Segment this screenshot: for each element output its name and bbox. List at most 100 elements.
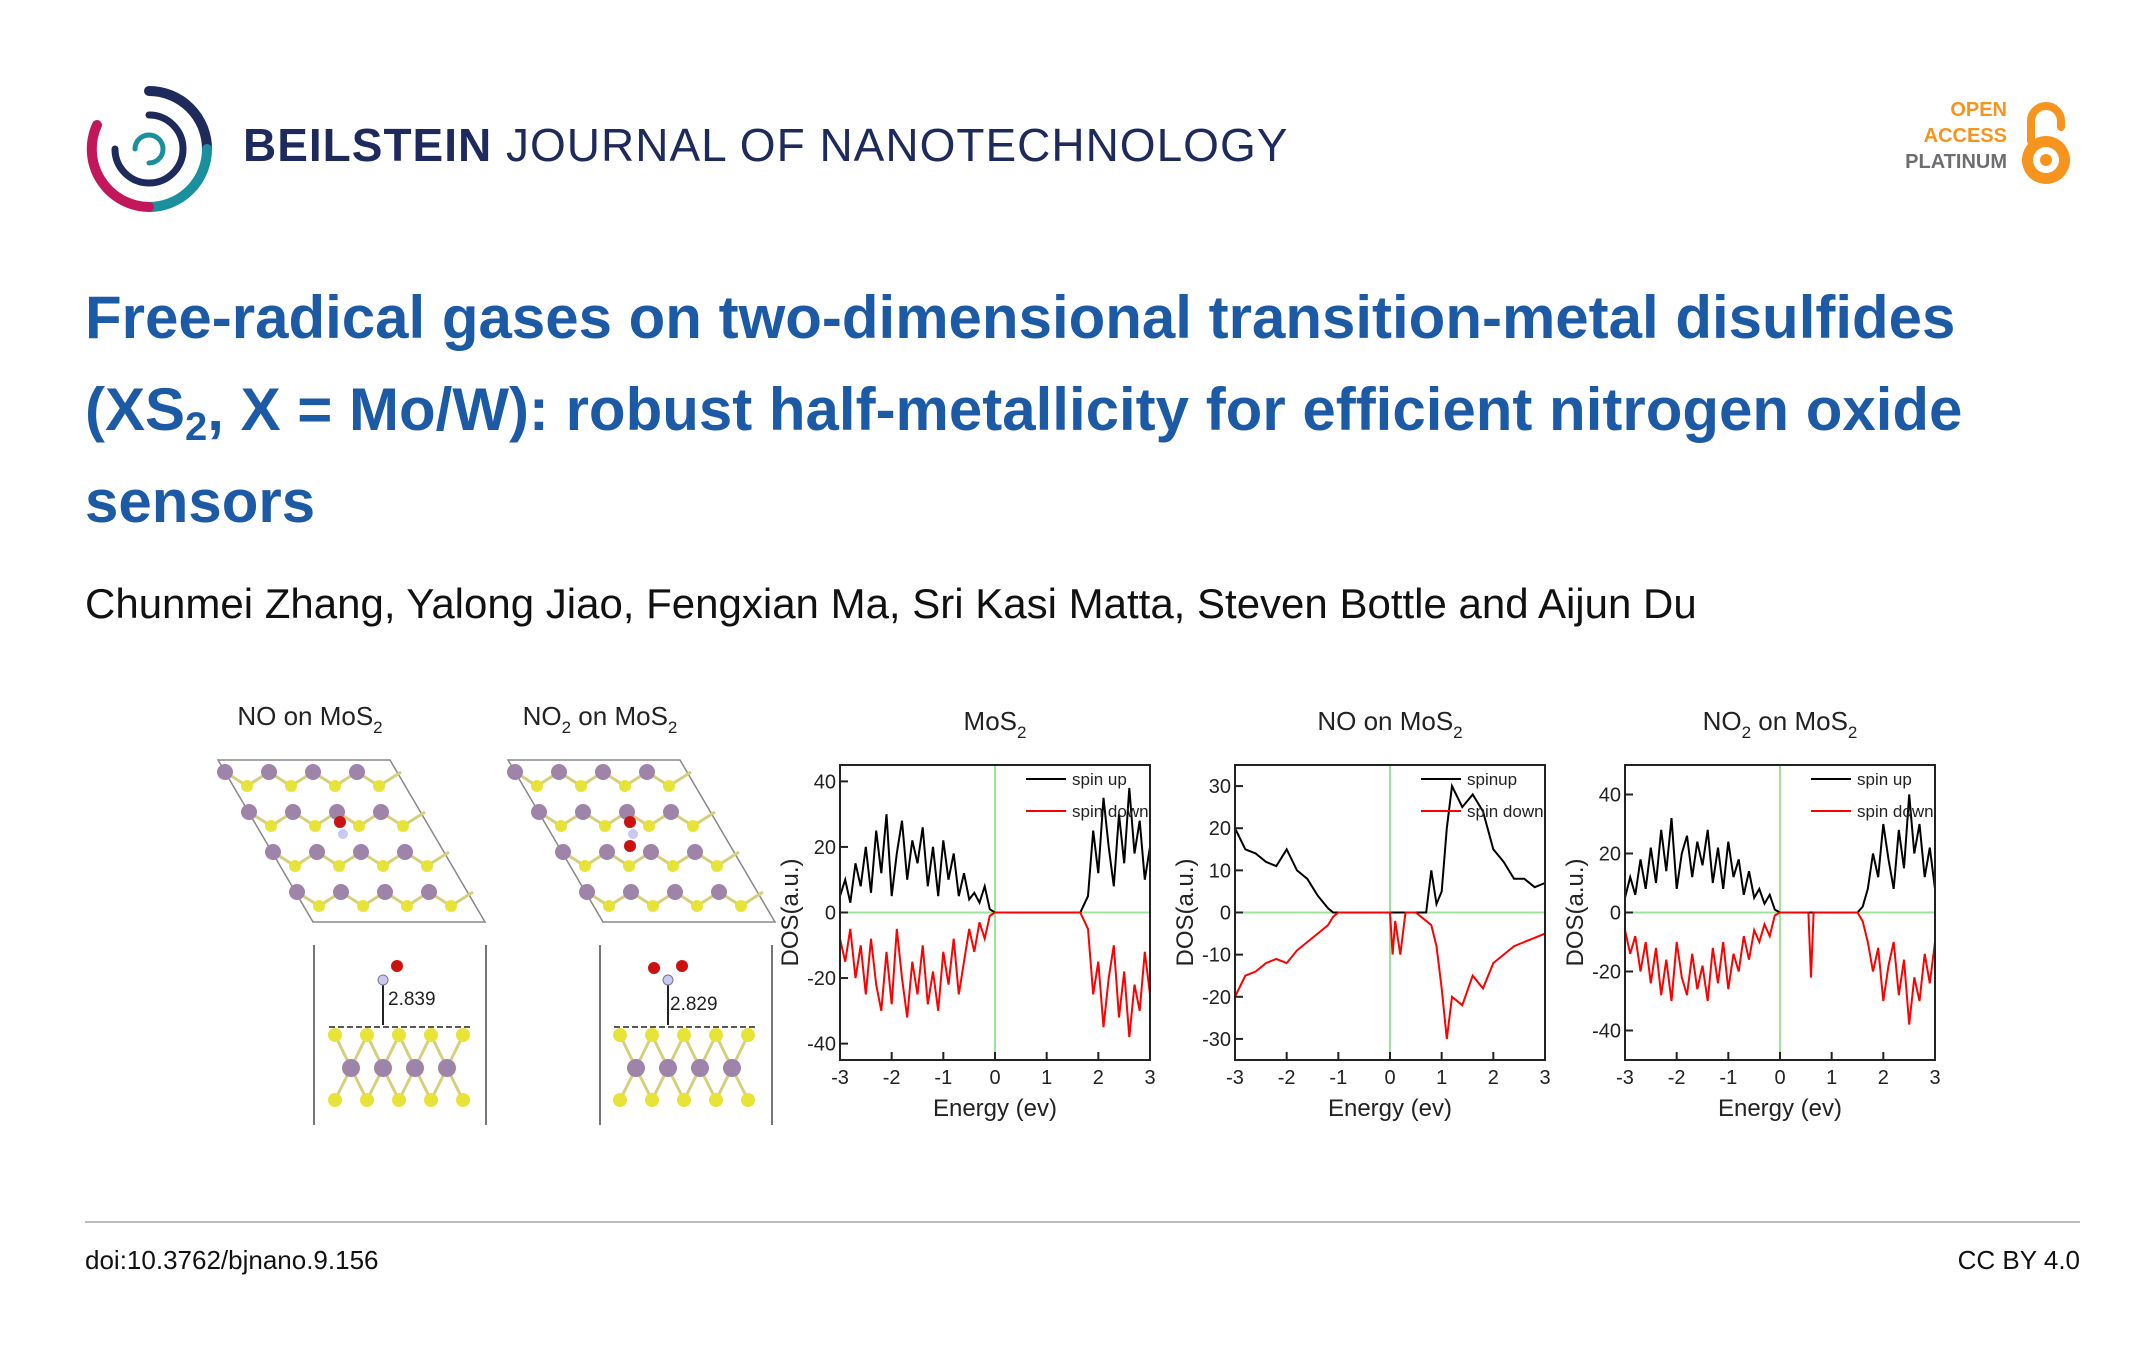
s-atom	[663, 780, 675, 792]
o-atom	[648, 962, 660, 974]
s-atom	[309, 820, 321, 832]
s-atom	[424, 1093, 438, 1107]
y-tick-label: -40	[807, 1034, 836, 1056]
lattice-top-view	[217, 764, 474, 912]
y-tick-label: -10	[1202, 945, 1231, 967]
mo-atom	[217, 764, 233, 780]
journal-name: BEILSTEIN JOURNAL OF NANOTECHNOLOGY	[243, 118, 1288, 172]
s-atom	[687, 820, 699, 832]
x-axis-label: Energy (ev)	[933, 1095, 1057, 1122]
mo-atom	[438, 1059, 456, 1077]
adsorption-distance-no2: 2.829	[670, 994, 718, 1015]
mo-atom	[333, 884, 349, 900]
n-atom	[338, 829, 348, 839]
spin-down-line	[839, 911, 1151, 1038]
o-atom	[624, 816, 636, 828]
mo-atom	[342, 1059, 360, 1077]
s-atom	[328, 1093, 342, 1107]
structure-panel-no2: NO2 on MoS2 2.829	[506, 701, 777, 1125]
s-atom	[575, 780, 587, 792]
s-atom	[313, 900, 325, 912]
s-atom	[401, 900, 413, 912]
s-atom	[285, 780, 297, 792]
x-tick-label: -2	[1668, 1067, 1686, 1089]
o-atom	[334, 816, 346, 828]
y-tick-label: 0	[1220, 903, 1231, 925]
mo-atom	[305, 764, 321, 780]
x-tick-label: 2	[1093, 1067, 1104, 1089]
s-atom	[677, 1028, 691, 1042]
y-tick-label: 20	[814, 837, 836, 859]
s-atom	[603, 900, 615, 912]
o-atom	[676, 960, 688, 972]
mo-atom	[555, 844, 571, 860]
s-atom	[741, 1028, 755, 1042]
spin-up-line	[1624, 794, 1936, 914]
y-tick-label: -40	[1592, 1021, 1621, 1043]
s-atom	[613, 1028, 627, 1042]
y-tick-label: 20	[1599, 844, 1621, 866]
chart-title: MoS2	[964, 706, 1027, 742]
s-atom	[579, 860, 591, 872]
y-axis-label: DOS(a.u.)	[777, 858, 804, 966]
s-atom	[265, 820, 277, 832]
x-tick-label: -1	[934, 1067, 952, 1089]
mo-atom	[377, 884, 393, 900]
title-part1: Free-radical gases on two-dimensional tr…	[85, 284, 1956, 443]
s-atom	[555, 820, 567, 832]
spin-down-line	[1624, 911, 1936, 1025]
x-tick-label: 3	[1539, 1067, 1550, 1089]
dos-chart-no2-on-mos2: NO2 on MoS2 -3 -2 -1 0 1 2 3 40 20 0 -20 -40 Energy (…	[1562, 706, 1941, 1122]
y-tick-label: -20	[1202, 987, 1231, 1009]
s-atom	[741, 1093, 755, 1107]
y-tick-label: -20	[807, 968, 836, 990]
x-tick-label: -1	[1329, 1067, 1347, 1089]
x-tick-label: -2	[883, 1067, 901, 1089]
unit-cell-outline	[216, 759, 487, 923]
x-tick-label: 2	[1878, 1067, 1889, 1089]
s-atom	[456, 1028, 470, 1042]
mo-atom	[579, 884, 595, 900]
s-atom	[645, 1028, 659, 1042]
legend-label-down: spin down	[1467, 802, 1544, 821]
s-atom	[619, 780, 631, 792]
legend-label-up: spinup	[1467, 770, 1517, 789]
dos-chart-mos2: MoS2 -3 -2 -1 0 1 2 3 40 20 0 -20 -40 Energy (ev) DOS(…	[777, 706, 1156, 1122]
s-atom	[333, 860, 345, 872]
x-tick-label: 1	[1826, 1067, 1837, 1089]
o-atom	[391, 960, 403, 972]
license-text: CC BY 4.0	[1957, 1245, 2080, 1275]
mo-atom	[349, 764, 365, 780]
s-atom	[709, 1028, 723, 1042]
s-atom	[691, 900, 703, 912]
mo-atom	[691, 1059, 709, 1077]
s-atom	[329, 780, 341, 792]
x-tick-label: -3	[1616, 1067, 1634, 1089]
s-atom	[421, 860, 433, 872]
y-tick-label: -30	[1202, 1029, 1231, 1051]
y-tick-label: -20	[1592, 962, 1621, 984]
s-atom	[643, 820, 655, 832]
chart-title: NO2 on MoS2	[1703, 706, 1858, 742]
s-atom	[289, 860, 301, 872]
s-atom	[623, 860, 635, 872]
structure-label-no2: NO2 on MoS2	[523, 701, 678, 737]
graphical-abstract-figure: NO on MoS2 2.839 NO2 on MoS2 2.829 MoS2 -…	[216, 701, 1941, 1125]
s-atom	[645, 1093, 659, 1107]
x-tick-label: -2	[1278, 1067, 1296, 1089]
mo-atom	[575, 804, 591, 820]
mo-atom	[619, 804, 635, 820]
s-atom	[613, 1093, 627, 1107]
beilstein-ring-logo-icon	[86, 86, 212, 212]
mo-atom	[687, 844, 703, 860]
spin-up-line	[839, 787, 1151, 914]
x-tick-label: -3	[1226, 1067, 1244, 1089]
mo-atom	[659, 1059, 677, 1077]
mo-atom	[285, 804, 301, 820]
s-atom	[647, 900, 659, 912]
structure-panel-no: NO on MoS2 2.839	[216, 701, 487, 1125]
mo-atom	[374, 1059, 392, 1077]
s-atom	[328, 1028, 342, 1042]
x-tick-label: 0	[989, 1067, 1000, 1089]
s-atom	[735, 900, 747, 912]
